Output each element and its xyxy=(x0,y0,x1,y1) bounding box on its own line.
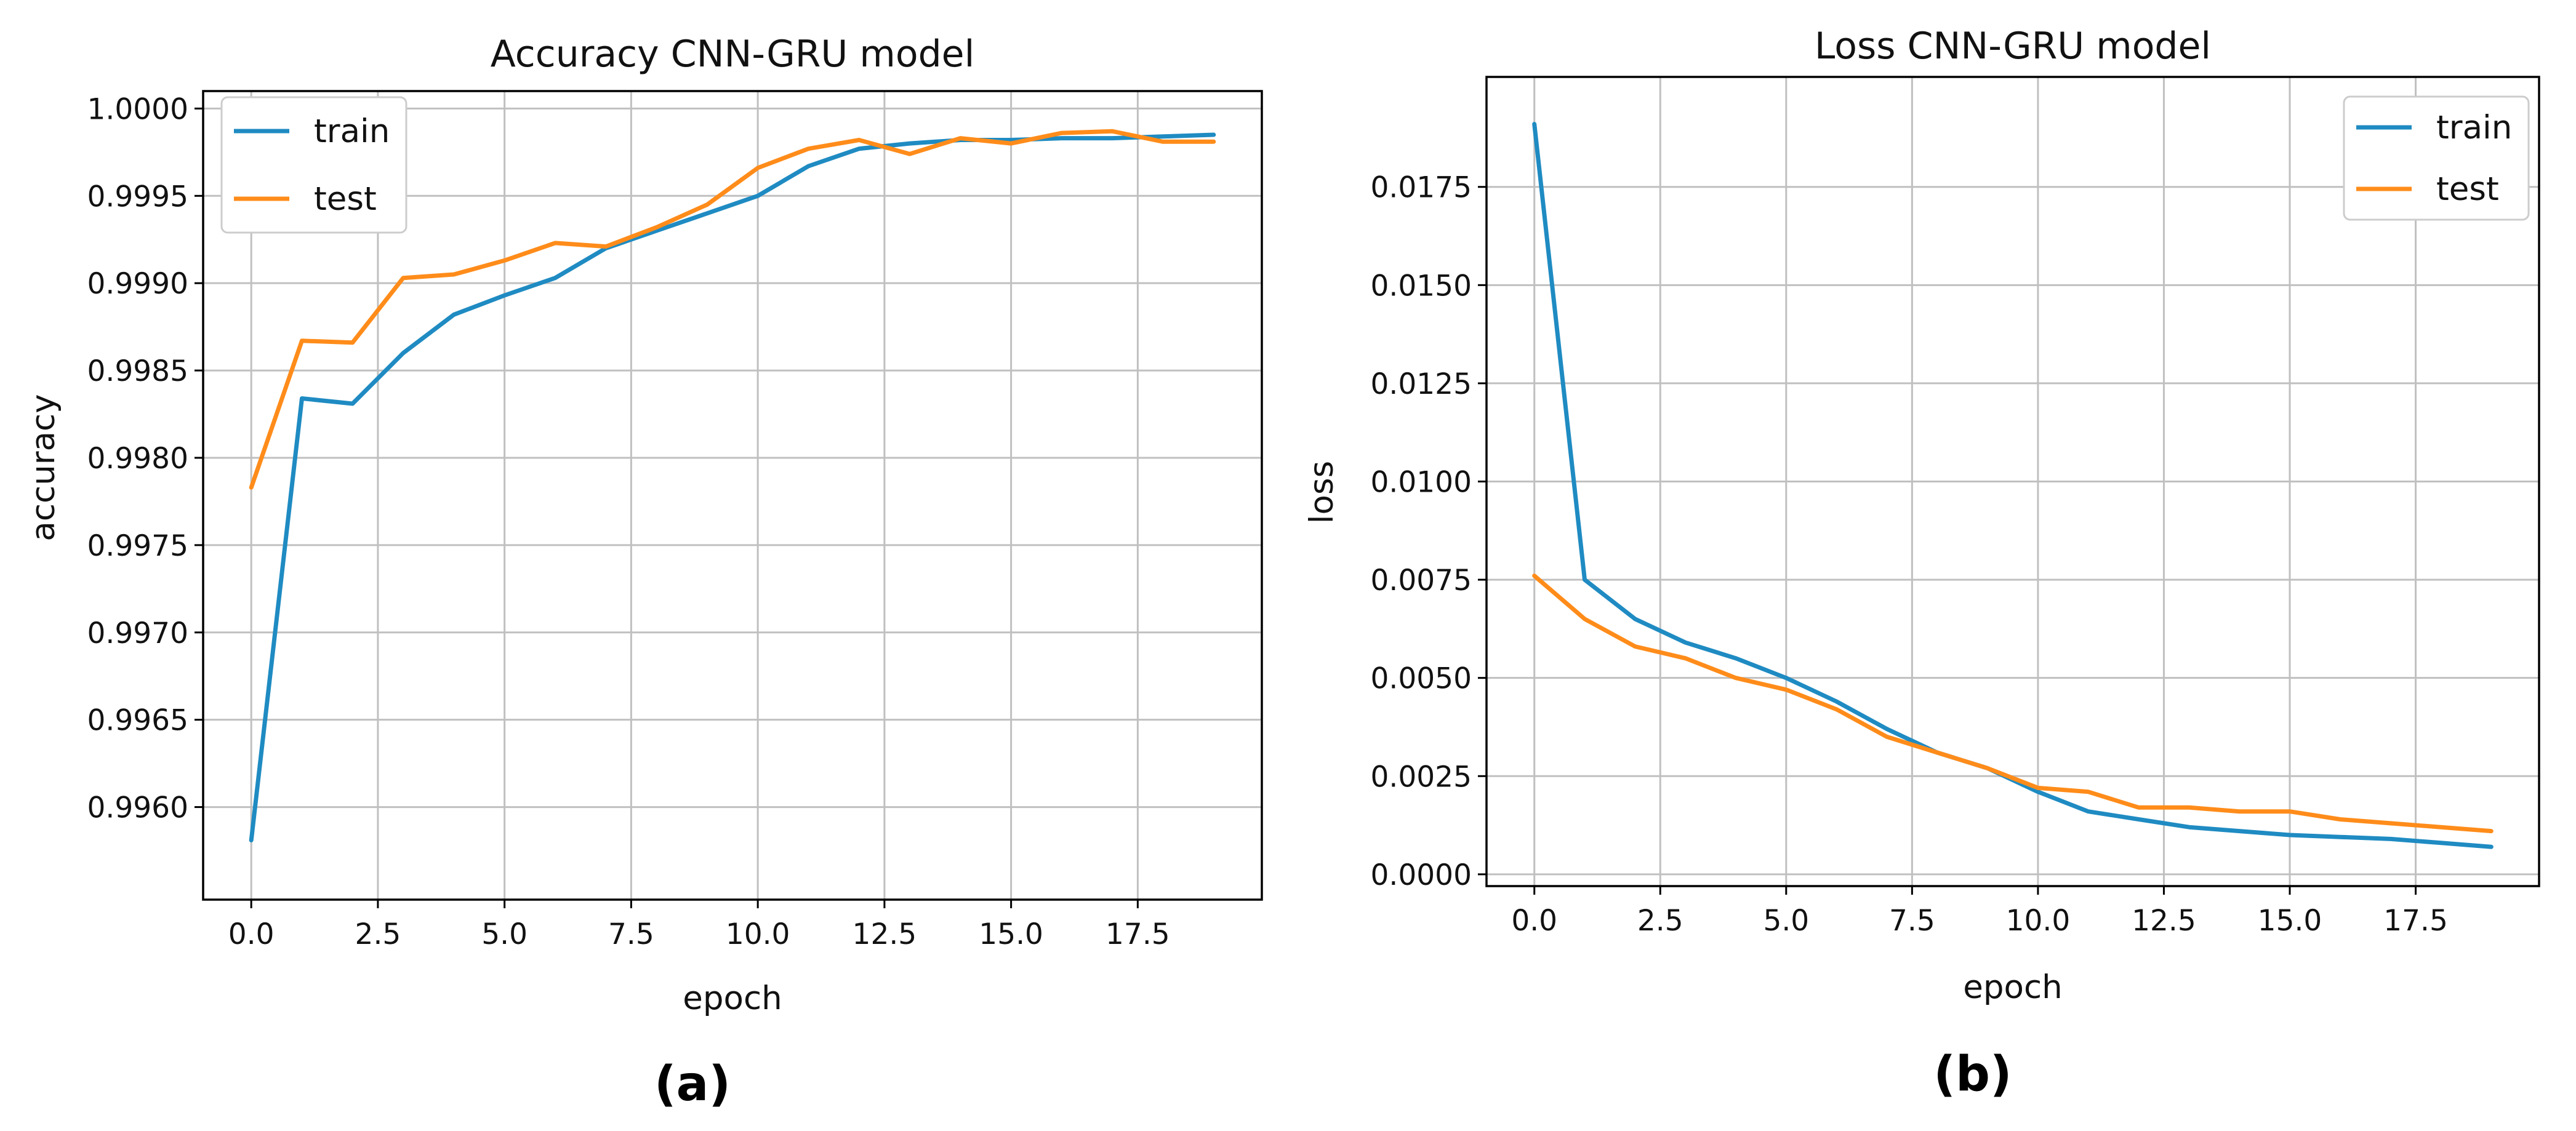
accuracy-test-line xyxy=(249,129,1216,490)
loss-ticks: 0.0 2.5 5.0 7.5 10.0 12.5 15.0 17.5 0.0000 0.0025… xyxy=(1371,171,2448,938)
loss-y-tick-label: 0.0000 xyxy=(1371,858,1472,892)
accuracy-y-tick-label: 0.9965 xyxy=(87,704,188,738)
accuracy-legend: train test xyxy=(220,96,407,234)
loss-x-axis-title: epoch xyxy=(1963,969,2062,1006)
accuracy-panel-label: (a) xyxy=(654,1057,731,1112)
accuracy-ticks: 0.0 2.5 5.0 7.5 10.0 12.5 15.0 17.5 0.9960 0.9965… xyxy=(87,92,1170,951)
accuracy-x-tick-label: 12.5 xyxy=(853,917,917,951)
accuracy-y-tick-label: 0.9975 xyxy=(87,529,188,563)
accuracy-y-tick-label: 0.9980 xyxy=(87,442,188,476)
accuracy-y-tick-label: 1.0000 xyxy=(87,92,188,126)
accuracy-x-tick-label: 0.0 xyxy=(228,917,275,951)
loss-plot-frame xyxy=(1485,76,2540,887)
loss-panel: Loss CNN-GRU model epoch loss (b) 0.0 2.5… xyxy=(1303,25,2540,1102)
accuracy-x-tick-label: 7.5 xyxy=(608,917,654,951)
accuracy-y-tick-label: 0.9995 xyxy=(87,180,188,214)
accuracy-plot-frame xyxy=(202,90,1263,901)
loss-x-tick-label: 5.0 xyxy=(1763,904,1809,938)
loss-x-tick-label: 2.5 xyxy=(1637,904,1683,938)
loss-x-tick-label: 15.0 xyxy=(2258,904,2322,938)
loss-x-tick-label: 17.5 xyxy=(2383,904,2448,938)
accuracy-panel: Accuracy CNN-GRU model epoch accuracy (a… xyxy=(25,33,1263,1112)
loss-y-tick-label: 0.0050 xyxy=(1371,662,1472,696)
loss-x-tick-label: 7.5 xyxy=(1889,904,1935,938)
loss-y-tick-label: 0.0075 xyxy=(1371,564,1472,597)
accuracy-chart-title: Accuracy CNN-GRU model xyxy=(491,33,975,76)
loss-plot-lines xyxy=(1532,122,2494,849)
accuracy-x-tick-label: 10.0 xyxy=(726,917,790,951)
accuracy-y-tick-label: 0.9970 xyxy=(87,617,188,650)
accuracy-x-tick-label: 5.0 xyxy=(481,917,528,951)
loss-y-tick-label: 0.0175 xyxy=(1371,171,1472,205)
accuracy-y-tick-label: 0.9960 xyxy=(87,791,188,825)
accuracy-legend-label-test: test xyxy=(314,180,377,218)
loss-legend-label-train: train xyxy=(2436,109,2512,146)
accuracy-plot-lines xyxy=(249,129,1216,842)
accuracy-y-tick-label: 0.9990 xyxy=(87,267,188,301)
loss-y-axis-title: loss xyxy=(1303,461,1341,524)
loss-y-tick-label: 0.0100 xyxy=(1371,466,1472,500)
loss-x-tick-label: 10.0 xyxy=(2006,904,2071,938)
loss-legend: train test xyxy=(2343,95,2530,221)
loss-panel-label: (b) xyxy=(1933,1047,2012,1102)
accuracy-y-axis-title: accuracy xyxy=(25,394,62,541)
loss-y-tick-label: 0.0125 xyxy=(1371,367,1472,401)
loss-legend-label-test: test xyxy=(2436,170,2499,208)
loss-y-tick-label: 0.0025 xyxy=(1371,760,1472,794)
accuracy-x-tick-label: 17.5 xyxy=(1105,917,1170,951)
loss-test-line xyxy=(1532,573,2494,834)
accuracy-legend-label-train: train xyxy=(314,113,390,150)
loss-chart-title: Loss CNN-GRU model xyxy=(1815,25,2211,68)
accuracy-y-tick-label: 0.9985 xyxy=(87,354,188,388)
accuracy-x-axis-title: epoch xyxy=(683,980,782,1017)
accuracy-x-tick-label: 2.5 xyxy=(355,917,401,951)
loss-y-tick-label: 0.0150 xyxy=(1371,269,1472,303)
accuracy-x-tick-label: 15.0 xyxy=(979,917,1043,951)
loss-x-tick-label: 0.0 xyxy=(1511,904,1557,938)
loss-x-tick-label: 12.5 xyxy=(2132,904,2196,938)
accuracy-train-line xyxy=(249,132,1216,842)
